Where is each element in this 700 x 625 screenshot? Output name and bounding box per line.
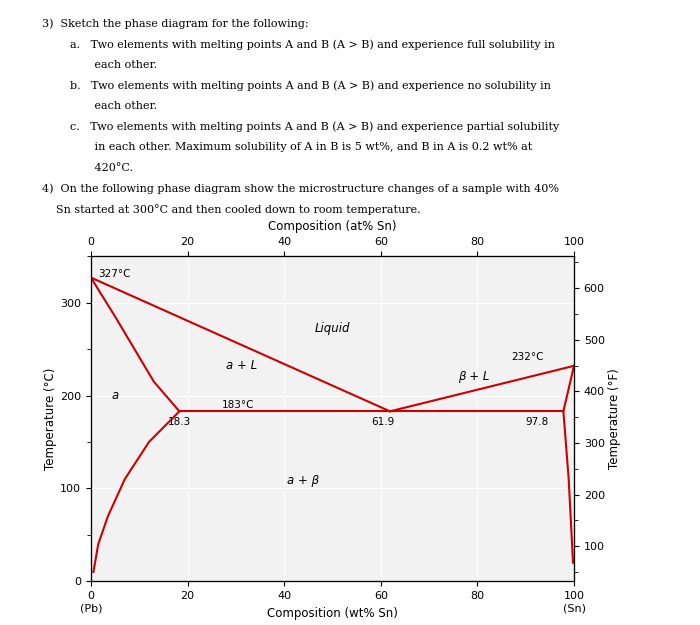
Text: in each other. Maximum solubility of A in B is 5 wt%, and B in A is 0.2 wt% at: in each other. Maximum solubility of A i… <box>42 142 532 152</box>
Text: b.   Two elements with melting points A and B (A > B) and experience no solubili: b. Two elements with melting points A an… <box>42 81 551 91</box>
Text: a.   Two elements with melting points A and B (A > B) and experience full solubi: a. Two elements with melting points A an… <box>42 39 555 50</box>
Text: each other.: each other. <box>42 60 157 70</box>
Text: β + L: β + L <box>458 371 489 384</box>
Text: 3)  Sketch the phase diagram for the following:: 3) Sketch the phase diagram for the foll… <box>42 19 309 29</box>
Text: 327°C: 327°C <box>98 269 131 279</box>
Text: (Sn): (Sn) <box>563 603 585 613</box>
Y-axis label: Temperature (°F): Temperature (°F) <box>608 368 621 469</box>
Text: a: a <box>111 389 119 402</box>
Text: 97.8: 97.8 <box>526 416 549 426</box>
X-axis label: Composition (at% Sn): Composition (at% Sn) <box>268 219 397 232</box>
Text: 61.9: 61.9 <box>371 416 394 426</box>
Text: (Pb): (Pb) <box>80 603 102 613</box>
Text: 18.3: 18.3 <box>168 416 192 426</box>
Text: 232°C: 232°C <box>511 352 544 362</box>
Y-axis label: Temperature (°C): Temperature (°C) <box>44 368 57 470</box>
X-axis label: Composition (wt% Sn): Composition (wt% Sn) <box>267 606 398 619</box>
Text: 4)  On the following phase diagram show the microstructure changes of a sample w: 4) On the following phase diagram show t… <box>42 184 559 194</box>
Text: a + L: a + L <box>226 359 258 372</box>
Text: 183°C: 183°C <box>221 400 254 410</box>
Text: c.   Two elements with melting points A and B (A > B) and experience partial sol: c. Two elements with melting points A an… <box>42 122 559 132</box>
Text: 420°C.: 420°C. <box>42 163 133 173</box>
Text: each other.: each other. <box>42 101 157 111</box>
Text: Sn started at 300°C and then cooled down to room temperature.: Sn started at 300°C and then cooled down… <box>42 204 421 215</box>
Text: a + β: a + β <box>288 474 320 488</box>
Text: Liquid: Liquid <box>315 322 350 335</box>
